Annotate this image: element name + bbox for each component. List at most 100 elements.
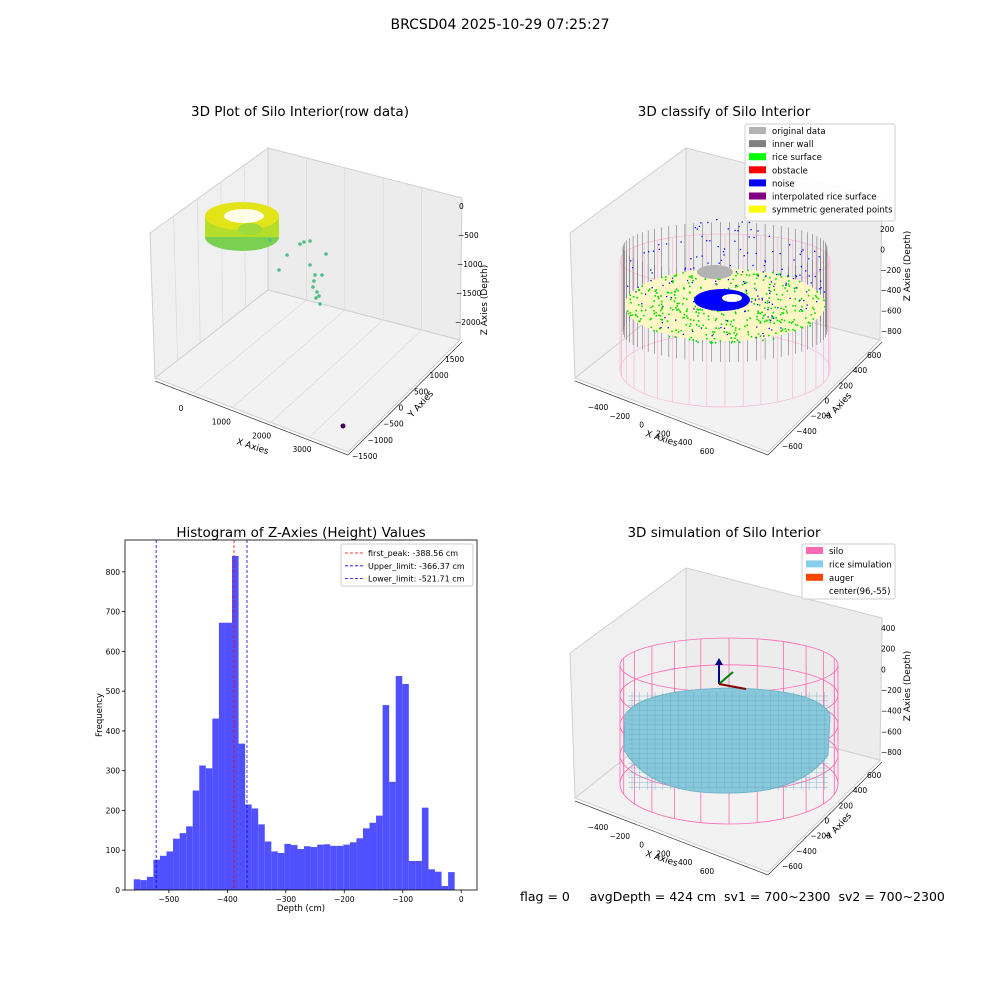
y-tick-label: 600 [867, 351, 882, 360]
legend-label: rice simulation [829, 560, 892, 570]
z-tick-label: −1000 [457, 260, 483, 269]
histogram-bar [415, 860, 422, 890]
data-point [302, 240, 306, 244]
legend-swatch [749, 153, 766, 161]
legend-swatch [749, 205, 766, 213]
ring-data-points [205, 202, 279, 251]
legend-swatch [806, 573, 823, 581]
histogram-bar [402, 683, 409, 890]
histogram-bar [349, 842, 357, 890]
reference-lines [155, 540, 248, 890]
legend-label: symmetric generated points [772, 206, 893, 216]
legend-swatch [749, 127, 766, 134]
histogram-bar [232, 555, 239, 890]
histogram-bar [323, 844, 331, 890]
histogram-title: Histogram of Z-Axies (Height) Values [176, 525, 425, 541]
simulation-3d-plot: 3D simulation of Silo Interior silo rice … [569, 525, 913, 876]
x-tick-label: 0 [459, 895, 464, 904]
y-tick-label: 700 [106, 608, 121, 617]
data-point [324, 252, 328, 256]
legend-label: auger [829, 574, 854, 584]
histogram-bar [205, 768, 213, 890]
data-point [312, 279, 316, 283]
legend-label: rice surface [772, 153, 822, 163]
histogram-bar [173, 838, 180, 890]
histogram-bar [376, 815, 383, 890]
y-tick-labels: 600 400 200 0 −200 −400 −600 [782, 771, 882, 871]
z-axis-label: Z Axies (Depth) [903, 651, 913, 722]
z-tick-label: 0 [459, 202, 464, 211]
legend-label: Lower_limit: -521.71 cm [368, 575, 465, 584]
x-tick-label: 200 [656, 429, 671, 438]
sv2-value: sv2 = 700~2300 [838, 889, 945, 904]
x-tick-label: −500 [159, 895, 180, 904]
x-tick-label: −200 [609, 412, 630, 421]
z-axis-label: Z Axies (Depth) [903, 231, 913, 302]
data-point [317, 294, 321, 298]
histogram-bar [251, 808, 259, 890]
histogram-bar [179, 833, 187, 890]
original-data-points [697, 265, 733, 279]
x-tick-labels: 0 1000 2000 3000 [179, 404, 312, 454]
z-tick-label: −800 [881, 327, 902, 336]
histogram-bar [166, 851, 174, 890]
legend-label: silo [829, 547, 843, 557]
y-tick-label: −600 [782, 442, 803, 451]
legend-label: noise [772, 179, 795, 189]
histogram-bar [448, 872, 455, 890]
y-tick-label: −500 [383, 420, 404, 429]
y-axis-label: Frequency [95, 693, 105, 737]
x-tick-label: −400 [588, 823, 609, 832]
z-tick-label: 200 [880, 225, 895, 234]
data-point [268, 238, 272, 242]
auger-axes-icon [715, 658, 747, 690]
histogram-bar [310, 847, 318, 890]
histogram-bar [133, 879, 141, 890]
x-tick-labels: −500 −400 −300 −200 −100 0 [159, 890, 464, 904]
data-point [298, 242, 302, 246]
histogram-bar [435, 871, 442, 890]
x-tick-label: −200 [334, 895, 355, 904]
axis-panes [569, 147, 883, 453]
histogram-bar [317, 844, 324, 890]
y-tick-label: 400 [853, 786, 868, 795]
classify-3d-plot: 3D classify of Silo Interior original da… [569, 104, 913, 456]
z-tick-label: −600 [881, 307, 902, 316]
histogram-bar [277, 853, 285, 890]
data-point [313, 273, 317, 277]
y-tick-label: 400 [106, 727, 121, 736]
legend-swatch [806, 560, 823, 568]
y-tick-label: 200 [106, 806, 121, 815]
y-tick-labels: 600 400 200 0 −200 −400 −600 [782, 351, 882, 451]
data-point [311, 285, 315, 289]
y-tick-label: 400 [853, 366, 868, 375]
histogram-bar [218, 622, 226, 890]
histogram-bar [369, 822, 377, 890]
axis-lines [574, 341, 883, 456]
legend-label: first_peak: -388.56 cm [368, 549, 458, 558]
z-tick-label: 400 [881, 624, 896, 633]
histogram-bar [290, 845, 298, 890]
y-tick-label: 0 [399, 404, 404, 413]
y-tick-label: −400 [796, 847, 817, 856]
x-tick-label: 600 [700, 867, 715, 876]
y-tick-label: 200 [839, 381, 854, 390]
y-tick-label: 600 [106, 647, 121, 656]
histogram-bar [297, 849, 305, 890]
axis-lines [574, 761, 883, 876]
raw-data-3d-plot: 3D Plot of Silo Interior(row data) 0 1000… [149, 104, 490, 461]
histogram-bars [133, 555, 455, 890]
noise-points [627, 218, 826, 339]
legend-label: Upper_limit: -366.37 cm [368, 562, 465, 571]
data-point [314, 296, 318, 300]
x-tick-label: 0 [639, 421, 644, 430]
legend-swatch [749, 140, 766, 148]
data-point [308, 263, 312, 267]
x-tick-label: 200 [656, 849, 671, 858]
x-tick-label: 400 [678, 438, 693, 447]
y-tick-label: 100 [106, 846, 121, 855]
classify-plot-title: 3D classify of Silo Interior [638, 104, 811, 120]
histogram-bar [153, 859, 160, 890]
y-tick-label: −200 [810, 412, 831, 421]
